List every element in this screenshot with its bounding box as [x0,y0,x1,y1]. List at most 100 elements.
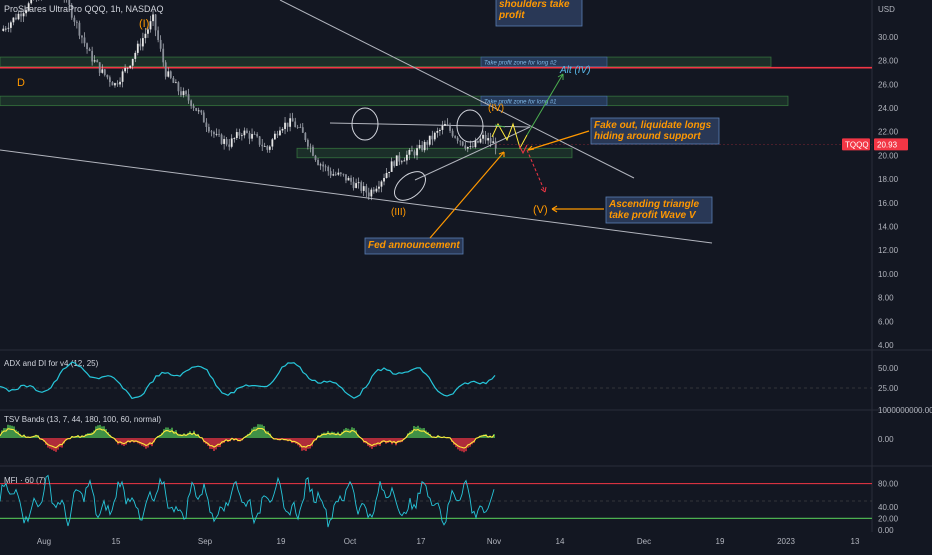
candle-body [253,134,256,135]
candle-body [395,155,398,166]
mfi-tick-0: 80.00 [878,480,899,489]
candle-body [403,160,406,162]
inverse-hs-line-2: profit [498,10,525,21]
adx-tick-1: 25.00 [878,384,899,393]
x-tick-label: 2023 [777,537,795,546]
candle-body [276,133,279,136]
price-tag-label: 20.93 [877,140,898,149]
zone-box-2 [296,147,573,159]
candle-body [365,186,368,193]
candle-body [263,146,266,147]
candle-body [471,146,474,148]
candle-body [88,49,91,51]
candle-body [451,130,454,137]
x-tick-label: Nov [487,537,501,546]
chart-header: ProShares UltraPro QQQ, 1h, NASDAQ [4,4,164,14]
candle-body [378,186,380,189]
candle-body [261,144,264,147]
candle-body [438,129,441,131]
candle-body [477,140,479,143]
candle-body [98,62,101,73]
candle-body [355,183,358,188]
candle-body [454,136,457,138]
candle-body [121,71,124,82]
candle-body [83,37,86,44]
x-tick-label: Sep [198,537,213,546]
candle-body [190,100,193,107]
candle-body [7,27,10,29]
candle-body [195,107,198,111]
candle-body [73,17,76,22]
candle-body [413,151,416,156]
candle-body [464,145,467,149]
candle-body [126,67,129,69]
candle-body [25,10,28,14]
y-tick-label: 4.00 [878,341,894,350]
candle-body [111,82,114,86]
mfi-tick-1: 40.00 [878,503,899,512]
candle-body [398,155,401,162]
candle-body [101,69,104,73]
candle-body [334,174,337,176]
candle-body [487,138,490,141]
candle-body [304,132,307,141]
candle-body [207,126,210,132]
left-shoulder-circle [351,107,379,141]
y-tick-label: 16.00 [878,199,899,208]
candle-body [81,35,83,38]
candle-body [147,29,149,34]
candle-body [266,146,269,150]
candle-body [345,174,347,181]
candle-body [154,14,157,31]
candle-body [352,181,355,188]
adx-label: ADX and DI for v4 (12, 25) [4,359,99,368]
y-tick-label: 6.00 [878,317,894,326]
candle-body [182,91,185,96]
x-tick-label: 15 [112,537,121,546]
tsv-signal-line [0,427,495,449]
alt-iv-label: Alt (IV) [559,65,591,76]
candle-body [200,110,203,113]
alt-arrow-head [557,73,564,80]
price-tag [874,138,908,151]
candle-body [106,74,109,78]
candle-body [230,138,233,147]
candle-body [167,71,170,77]
candle-body [339,172,342,174]
candle-body [466,147,469,149]
inverse-hs-line-1: shoulders take [499,0,570,10]
candle-body [169,71,172,78]
candle-body [271,139,274,147]
candle-body [436,130,439,133]
candle-body [30,0,33,4]
x-tick-label: 13 [851,537,860,546]
wave-iv-label: (IV) [488,103,504,114]
candle-body [149,21,152,30]
candle-body [388,171,391,173]
candle-body [4,28,7,30]
fed-box [364,237,464,255]
y-tick-label: 18.00 [878,175,899,184]
candle-body [314,155,317,160]
candle-body [393,161,396,166]
tsv-tick-0: 1000000000.00 [878,406,932,415]
alt-short [494,124,506,128]
candle-body [286,122,289,127]
x-tick-label: 19 [716,537,725,546]
lower-trendline [0,149,713,244]
candle-body [152,14,154,22]
alt-path-line [526,73,564,136]
candle-body [213,131,215,135]
candle-body [78,22,81,36]
candle-body [416,148,418,156]
candle-body [312,146,314,156]
x-tick-label: 17 [417,537,426,546]
head-circle [394,171,426,201]
candle-body [139,43,142,47]
candle-body [9,22,12,28]
candle-body [296,127,299,128]
candle-body [268,146,271,150]
drop-path-line [526,149,546,193]
